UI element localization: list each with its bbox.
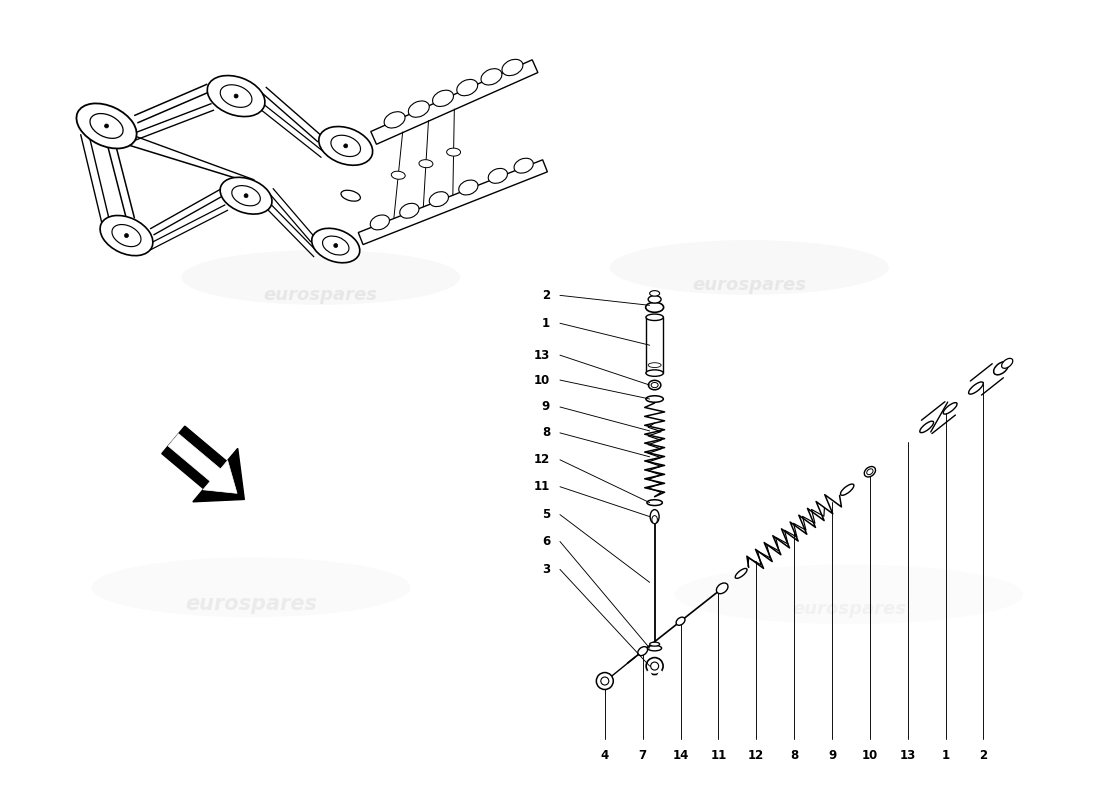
Ellipse shape: [392, 171, 405, 179]
Circle shape: [124, 234, 129, 238]
Ellipse shape: [944, 402, 957, 414]
Ellipse shape: [207, 75, 265, 117]
Ellipse shape: [920, 421, 934, 433]
Text: 8: 8: [542, 426, 550, 439]
Circle shape: [646, 658, 663, 674]
Text: 8: 8: [790, 749, 799, 762]
Text: eurospares: eurospares: [792, 600, 906, 618]
Ellipse shape: [993, 362, 1009, 375]
Ellipse shape: [459, 180, 478, 195]
Ellipse shape: [735, 569, 747, 578]
Ellipse shape: [646, 302, 663, 312]
Ellipse shape: [646, 370, 663, 376]
Text: 13: 13: [534, 349, 550, 362]
Ellipse shape: [341, 190, 361, 201]
Ellipse shape: [182, 250, 460, 305]
Polygon shape: [359, 160, 548, 245]
Ellipse shape: [220, 85, 252, 107]
Circle shape: [601, 677, 608, 685]
Text: 2: 2: [542, 289, 550, 302]
Ellipse shape: [232, 186, 261, 206]
Text: 9: 9: [542, 401, 550, 414]
Ellipse shape: [456, 79, 477, 96]
Text: 10: 10: [861, 749, 878, 762]
Ellipse shape: [648, 646, 661, 651]
Text: 1: 1: [542, 317, 550, 330]
Ellipse shape: [112, 225, 141, 246]
Ellipse shape: [969, 382, 983, 394]
Text: 11: 11: [711, 749, 726, 762]
Ellipse shape: [429, 192, 449, 206]
Ellipse shape: [652, 515, 658, 523]
Ellipse shape: [646, 396, 663, 402]
Text: 5: 5: [542, 508, 550, 521]
Ellipse shape: [371, 215, 389, 230]
Polygon shape: [168, 434, 238, 494]
Ellipse shape: [502, 59, 522, 76]
Ellipse shape: [867, 469, 873, 474]
Circle shape: [596, 673, 614, 690]
Ellipse shape: [651, 382, 658, 388]
Text: 2: 2: [979, 749, 988, 762]
Ellipse shape: [488, 169, 507, 183]
Circle shape: [234, 94, 238, 98]
Ellipse shape: [399, 203, 419, 218]
Text: eurospares: eurospares: [264, 286, 377, 304]
Circle shape: [333, 243, 338, 247]
Ellipse shape: [674, 565, 1023, 624]
Ellipse shape: [76, 103, 136, 149]
Ellipse shape: [91, 558, 410, 618]
Ellipse shape: [319, 126, 373, 166]
Ellipse shape: [840, 484, 854, 495]
Ellipse shape: [865, 466, 876, 477]
Text: 13: 13: [900, 749, 916, 762]
Ellipse shape: [90, 114, 123, 138]
Polygon shape: [162, 426, 244, 502]
Text: 1: 1: [942, 749, 949, 762]
Ellipse shape: [408, 101, 429, 118]
Ellipse shape: [481, 69, 502, 85]
Ellipse shape: [650, 642, 660, 646]
Ellipse shape: [331, 135, 361, 157]
Ellipse shape: [650, 510, 659, 523]
Ellipse shape: [311, 228, 360, 262]
Ellipse shape: [384, 112, 405, 128]
Circle shape: [104, 124, 109, 128]
Text: 10: 10: [534, 374, 550, 386]
Text: 12: 12: [748, 749, 764, 762]
Text: 14: 14: [672, 749, 689, 762]
Ellipse shape: [1002, 358, 1013, 368]
Ellipse shape: [647, 500, 662, 506]
Text: 3: 3: [542, 563, 550, 576]
Text: 12: 12: [534, 454, 550, 466]
Ellipse shape: [638, 646, 648, 656]
Ellipse shape: [432, 90, 453, 106]
Circle shape: [343, 144, 348, 148]
Text: 11: 11: [534, 480, 550, 493]
Text: eurospares: eurospares: [185, 594, 317, 614]
Text: 9: 9: [828, 749, 836, 762]
Ellipse shape: [447, 148, 461, 156]
Ellipse shape: [322, 236, 349, 255]
Ellipse shape: [646, 314, 663, 321]
Ellipse shape: [220, 178, 272, 214]
Ellipse shape: [609, 240, 889, 295]
Circle shape: [650, 662, 659, 670]
Ellipse shape: [648, 380, 661, 390]
Ellipse shape: [419, 160, 433, 168]
Ellipse shape: [514, 158, 534, 173]
Text: 4: 4: [601, 749, 609, 762]
Polygon shape: [371, 60, 538, 144]
Text: 7: 7: [639, 749, 647, 762]
Ellipse shape: [650, 290, 660, 296]
Ellipse shape: [648, 296, 661, 303]
Text: eurospares: eurospares: [692, 276, 806, 294]
Ellipse shape: [100, 215, 153, 256]
Ellipse shape: [716, 583, 728, 594]
Ellipse shape: [676, 617, 685, 626]
Circle shape: [244, 194, 249, 198]
Text: 6: 6: [542, 535, 550, 548]
